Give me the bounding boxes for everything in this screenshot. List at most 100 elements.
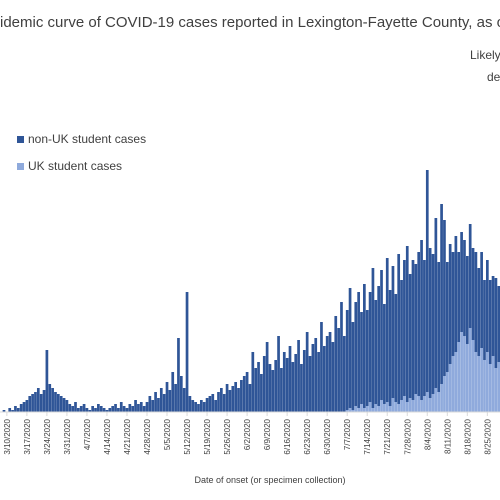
x-tick-label: 8/4/2020 bbox=[423, 418, 432, 450]
bar-segment bbox=[11, 410, 14, 412]
bar-segment bbox=[445, 372, 449, 412]
x-tick-label: 4/7/2020 bbox=[83, 418, 92, 450]
bar-segment bbox=[148, 396, 152, 412]
bar-segment bbox=[205, 398, 209, 412]
bar-segment bbox=[468, 224, 472, 328]
bar-segment bbox=[337, 328, 340, 412]
bar-segment bbox=[131, 406, 135, 412]
bar-segment bbox=[374, 300, 378, 404]
x-tick-label: 5/12/2020 bbox=[183, 418, 192, 454]
bar-segment bbox=[179, 376, 183, 412]
plot-area bbox=[2, 170, 500, 412]
bar-segment bbox=[71, 406, 74, 412]
bar-segment bbox=[388, 406, 392, 412]
bar-segment bbox=[188, 396, 192, 412]
legend-swatch bbox=[17, 136, 24, 143]
x-tick-label: 3/24/2020 bbox=[43, 418, 52, 454]
bar-segment bbox=[251, 352, 255, 412]
bar-segment bbox=[414, 394, 418, 412]
bar-segment bbox=[282, 352, 286, 412]
bar-segment bbox=[434, 218, 438, 388]
bar-segment bbox=[62, 398, 66, 412]
bar-segment bbox=[191, 400, 195, 412]
bar-segment bbox=[82, 404, 86, 412]
x-tick-label: 6/23/2020 bbox=[303, 418, 312, 454]
bar-segment bbox=[448, 244, 452, 364]
bar-segment bbox=[431, 254, 435, 394]
bar-segment bbox=[228, 390, 232, 412]
bar-segment bbox=[480, 252, 483, 348]
bar-segment bbox=[28, 396, 32, 412]
bar-segment bbox=[234, 382, 238, 412]
bar-segment bbox=[317, 352, 320, 412]
bar-segment bbox=[394, 294, 398, 402]
bar-segment bbox=[477, 356, 481, 412]
bar-segment bbox=[237, 388, 240, 412]
bar-segment bbox=[280, 368, 283, 412]
bar-segment bbox=[68, 404, 72, 412]
bar-segment bbox=[65, 400, 69, 412]
bar-segment bbox=[494, 278, 498, 368]
bar-segment bbox=[380, 270, 383, 400]
bar-segment bbox=[388, 290, 392, 406]
bar-segment bbox=[431, 394, 435, 412]
bar-segment bbox=[354, 302, 358, 406]
bar-segment bbox=[474, 352, 478, 412]
bar-segment bbox=[257, 362, 260, 412]
bar-segment bbox=[408, 274, 412, 398]
bar-segment bbox=[434, 388, 438, 412]
bar-segment bbox=[454, 236, 458, 352]
bar-segment bbox=[474, 252, 478, 352]
bar-segment bbox=[288, 346, 292, 412]
bar-segment bbox=[240, 380, 243, 412]
bar-segment bbox=[420, 240, 423, 400]
bar-segment bbox=[262, 356, 266, 412]
bar-segment bbox=[334, 316, 338, 412]
bar-segment bbox=[463, 336, 466, 412]
bar-segment bbox=[345, 310, 349, 410]
x-tick-label: 6/16/2020 bbox=[283, 418, 292, 454]
bar-segment bbox=[400, 400, 403, 412]
bar-segment bbox=[54, 392, 57, 412]
x-tick-label: 7/21/2020 bbox=[383, 418, 392, 454]
bar-segment bbox=[425, 392, 429, 412]
bar-segment bbox=[111, 406, 115, 412]
bar-segment bbox=[105, 410, 109, 412]
bar-segment bbox=[477, 268, 481, 356]
bar-segment bbox=[217, 392, 220, 412]
bar-segment bbox=[385, 402, 389, 412]
bar-segment bbox=[134, 400, 137, 412]
bar-segment bbox=[79, 406, 83, 412]
bar-segment bbox=[171, 372, 175, 412]
bar-segment bbox=[97, 404, 100, 412]
chart-title: idemic curve of COVID-19 cases reported … bbox=[0, 14, 500, 31]
bar-segment bbox=[348, 288, 352, 408]
bar-segment bbox=[31, 394, 34, 412]
bar-segment bbox=[117, 408, 120, 412]
bar-segment bbox=[91, 406, 95, 412]
bar-segment bbox=[417, 252, 421, 396]
bar-segment bbox=[448, 364, 452, 412]
x-tick-label: 6/2/2020 bbox=[243, 418, 252, 450]
bar-segment bbox=[245, 372, 249, 412]
bar-segment bbox=[391, 266, 395, 398]
bar-segment bbox=[351, 322, 355, 410]
x-tick-label: 5/19/2020 bbox=[203, 418, 212, 454]
x-tick-label: 4/21/2020 bbox=[123, 418, 132, 454]
bar-segment bbox=[308, 356, 312, 412]
bar-segment bbox=[483, 360, 486, 412]
bar-segment bbox=[457, 252, 461, 342]
x-tick-label: 7/28/2020 bbox=[403, 418, 412, 454]
bar-segment bbox=[360, 404, 363, 412]
bar-segment bbox=[485, 352, 489, 412]
bar-segment bbox=[365, 406, 369, 412]
bar-segment bbox=[342, 336, 346, 412]
bar-segment bbox=[174, 384, 177, 412]
bar-segment bbox=[271, 370, 275, 412]
bar-segment bbox=[340, 302, 343, 412]
bar-segment bbox=[291, 362, 295, 412]
bar-segment bbox=[99, 406, 103, 412]
bar-segment bbox=[122, 406, 126, 412]
bar-segment bbox=[154, 392, 157, 412]
bar-segment bbox=[374, 404, 378, 412]
